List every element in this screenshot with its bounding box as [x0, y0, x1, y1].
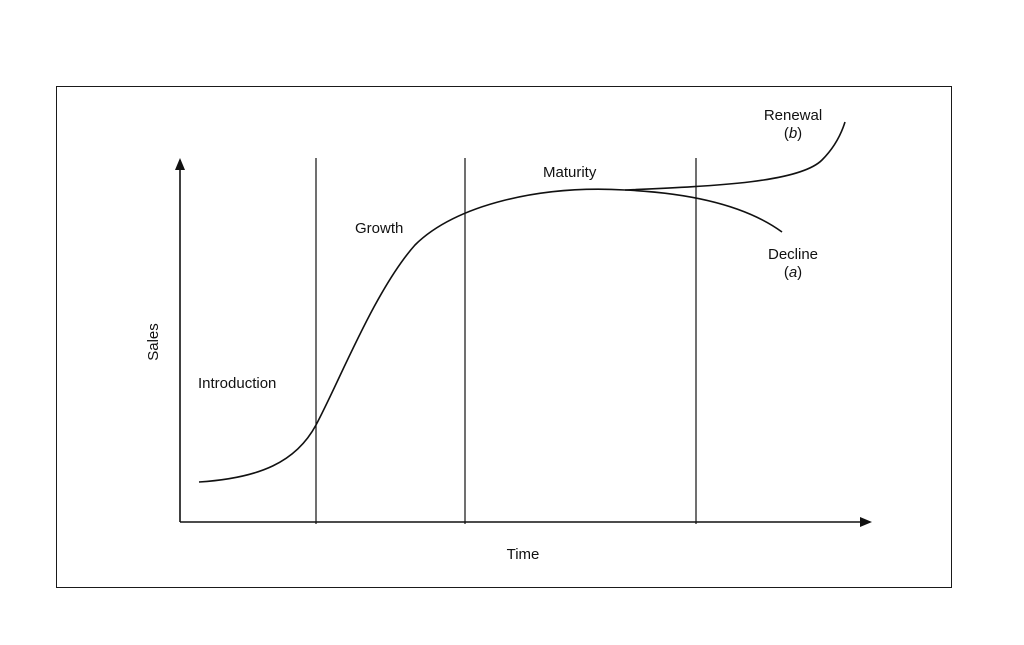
- stage-decline-label: Decline: [768, 246, 818, 263]
- x-axis-label: Time: [507, 546, 540, 563]
- decline-tag-letter: a: [789, 264, 797, 281]
- diagram-frame: [56, 86, 952, 588]
- stage-introduction-label: Introduction: [198, 375, 276, 392]
- stage-growth-label: Growth: [355, 220, 403, 237]
- stage-maturity-label: Maturity: [543, 164, 597, 181]
- renewal-tag: (b): [784, 125, 802, 142]
- decline-curve: [624, 189, 783, 233]
- stage-renewal-label: Renewal: [764, 107, 822, 124]
- renewal-tag-letter: b: [789, 125, 797, 142]
- renewal-curve: [624, 121, 846, 191]
- life-cycle-curve: [198, 188, 626, 483]
- decline-tag: (a): [784, 264, 802, 281]
- y-axis-label: Sales: [145, 323, 162, 361]
